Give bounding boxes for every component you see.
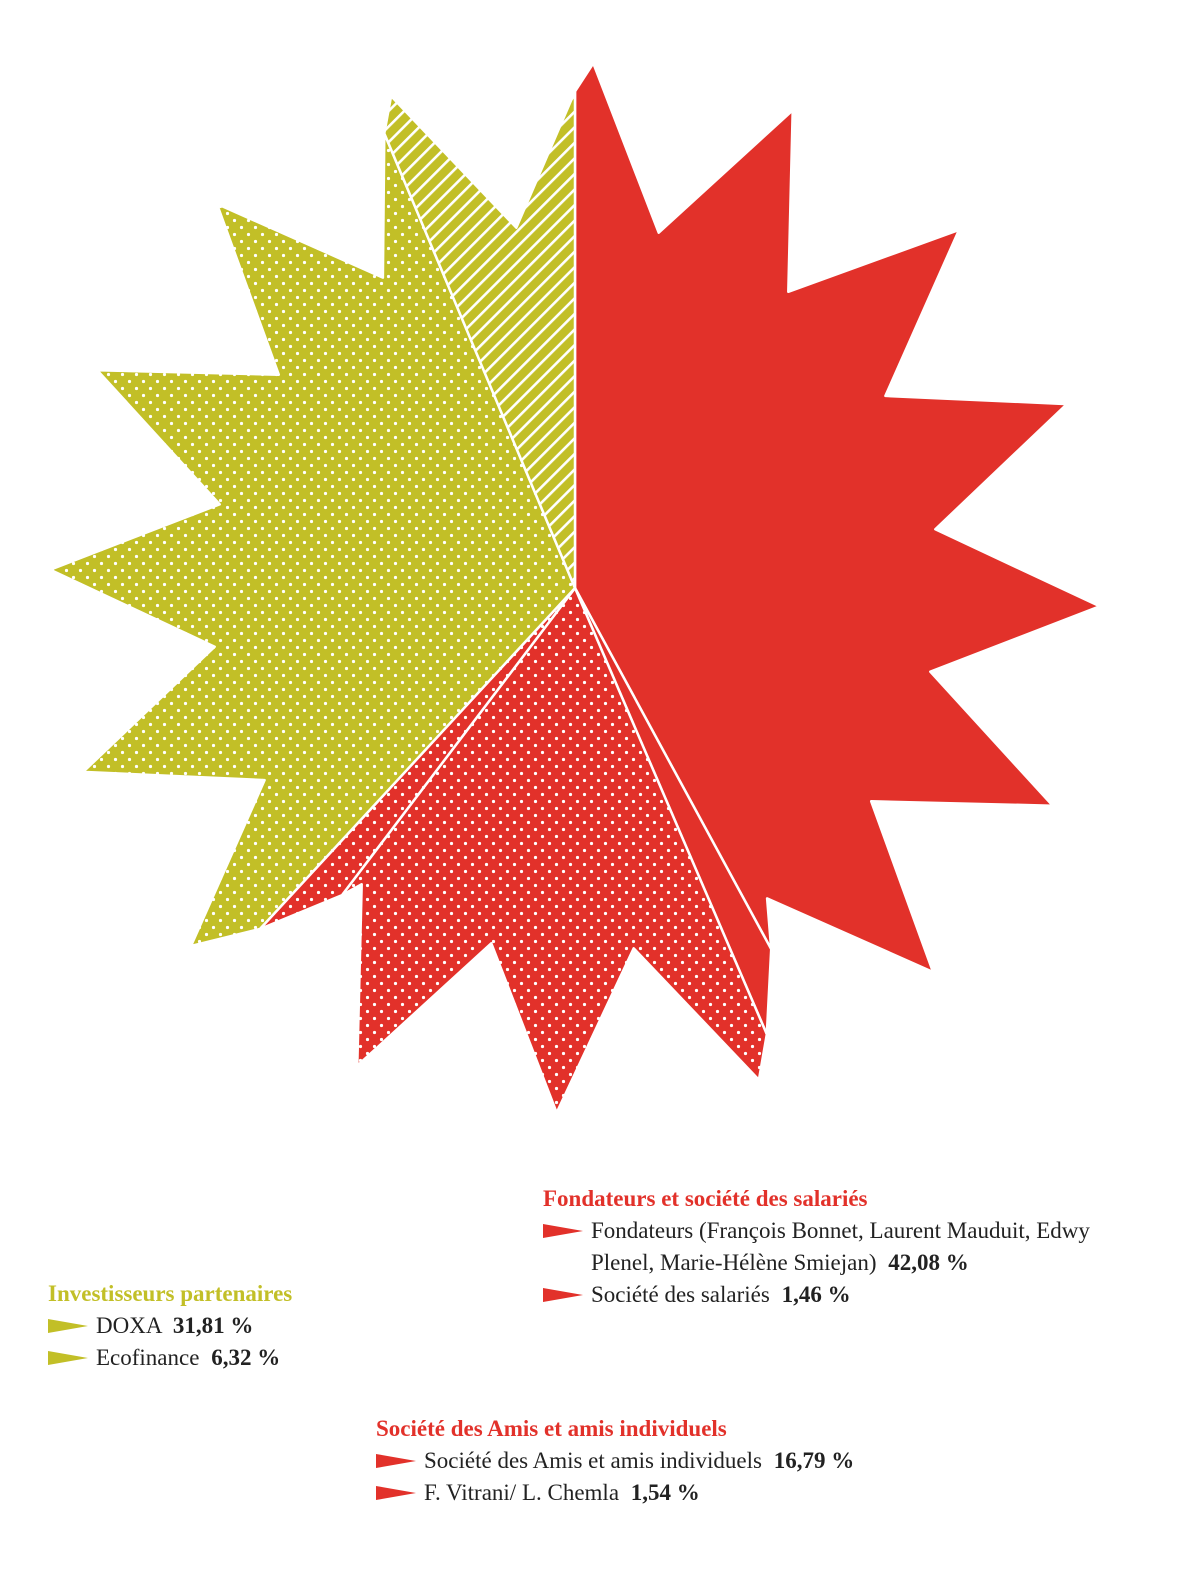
legend-label-salaries: Société des salariés [591,1282,770,1307]
legend-item-fondateurs: Fondateurs (François Bonnet, Laurent Mau… [543,1215,1123,1279]
legend-label-ecofinance: Ecofinance [96,1345,200,1370]
legend-title-investisseurs: Investisseurs partenaires [48,1281,293,1306]
legend-value-salaries: 1,46 % [781,1282,851,1307]
pie-slice-fondateurs-francois-bonnet-laurent-maudu [573,62,1101,974]
legend-item-salaries: Société des salariés 1,46 % [543,1279,1123,1311]
legend-value-amis: 16,79 % [773,1448,855,1473]
legend-item-doxa: DOXA 31,81 % [48,1310,468,1342]
legend-label-amis: Société des Amis et amis individuels [424,1448,762,1473]
starburst-pie-chart [49,62,1101,1114]
legend-group-investisseurs: Investisseurs partenaires DOXA 31,81 % E… [48,1278,468,1374]
pie-slice-doxa [49,132,577,948]
legend-item-vitrani-chemla: F. Vitrani/ L. Chemla 1,54 % [376,1477,996,1509]
legend-item-amis: Société des Amis et amis individuels 16,… [376,1445,996,1477]
legend-title-fondateurs: Fondateurs et société des salariés [543,1186,868,1211]
red-arrow-icon [543,1288,583,1302]
legend-value-vitrani-chemla: 1,54 % [630,1480,700,1505]
red-arrow-icon [376,1454,416,1468]
olive-arrow-icon [48,1319,88,1333]
legend-label-doxa: DOXA [96,1313,162,1338]
red-arrow-icon [543,1224,583,1238]
legend-label-vitrani-chemla: F. Vitrani/ L. Chemla [424,1480,620,1505]
legend-item-ecofinance: Ecofinance 6,32 % [48,1342,468,1374]
legend-group-amis: Société des Amis et amis individuels Soc… [376,1413,996,1509]
legend-value-fondateurs: 42,08 % [888,1250,969,1275]
legend-label-fondateurs: Fondateurs (François Bonnet, Laurent Mau… [591,1218,1090,1275]
pie-slice-societe-des-amis-et-amis-individuels [340,586,769,1114]
legend-group-fondateurs: Fondateurs et société des salariés Fonda… [543,1183,1123,1311]
pie-slice-ecofinance [383,90,577,590]
legend-title-amis: Société des Amis et amis individuels [376,1416,727,1441]
red-arrow-icon [376,1486,416,1500]
olive-arrow-icon [48,1351,88,1365]
legend-value-ecofinance: 6,32 % [211,1345,281,1370]
legend-value-doxa: 31,81 % [172,1313,254,1338]
